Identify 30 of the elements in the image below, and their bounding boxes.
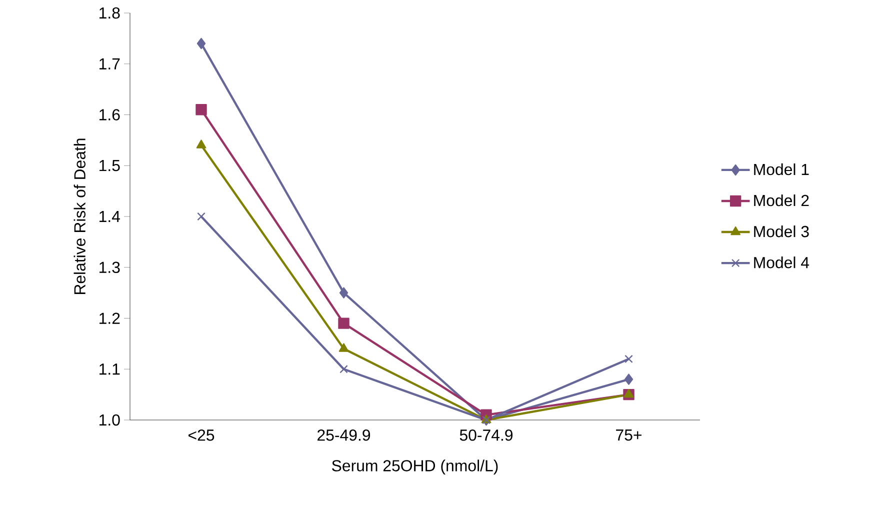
y-tick-label: 1.1 — [100, 364, 120, 375]
legend-label: Model 4 — [754, 256, 810, 268]
x-tick-label: <25 — [188, 430, 214, 441]
point — [624, 388, 634, 398]
point — [196, 104, 207, 116]
legend-label: Model 1 — [754, 163, 809, 176]
y-tick-label: 1.6 — [100, 109, 120, 120]
y-tick-label: 1.5 — [100, 160, 120, 172]
x-axis-title: Serum 25OHD (nmol/L) — [332, 460, 498, 474]
y-tick-label: 1.8 — [100, 7, 120, 19]
point — [196, 140, 206, 148]
point — [340, 364, 348, 374]
legend-label: Model 3 — [754, 225, 809, 238]
point — [197, 212, 206, 221]
y-axis-title: Relative Risk of Death — [74, 138, 86, 294]
point — [196, 38, 206, 50]
x-tick-label: 25-49.9 — [318, 430, 370, 441]
point — [339, 287, 348, 298]
point — [338, 318, 350, 329]
y-tick-label: 1.3 — [100, 262, 120, 274]
x-tick-label: 50-74.9 — [460, 430, 513, 441]
y-tick-label: 1.2 — [100, 312, 120, 324]
legend-label: Model 2 — [754, 194, 809, 206]
y-tick-label: 1.0 — [100, 414, 120, 426]
point — [624, 354, 633, 364]
point — [624, 374, 634, 385]
y-tick-label: 1.7 — [100, 58, 120, 70]
x-tick-label: 75+ — [616, 430, 642, 441]
point — [338, 343, 349, 352]
y-tick-label: 1.4 — [100, 211, 120, 222]
